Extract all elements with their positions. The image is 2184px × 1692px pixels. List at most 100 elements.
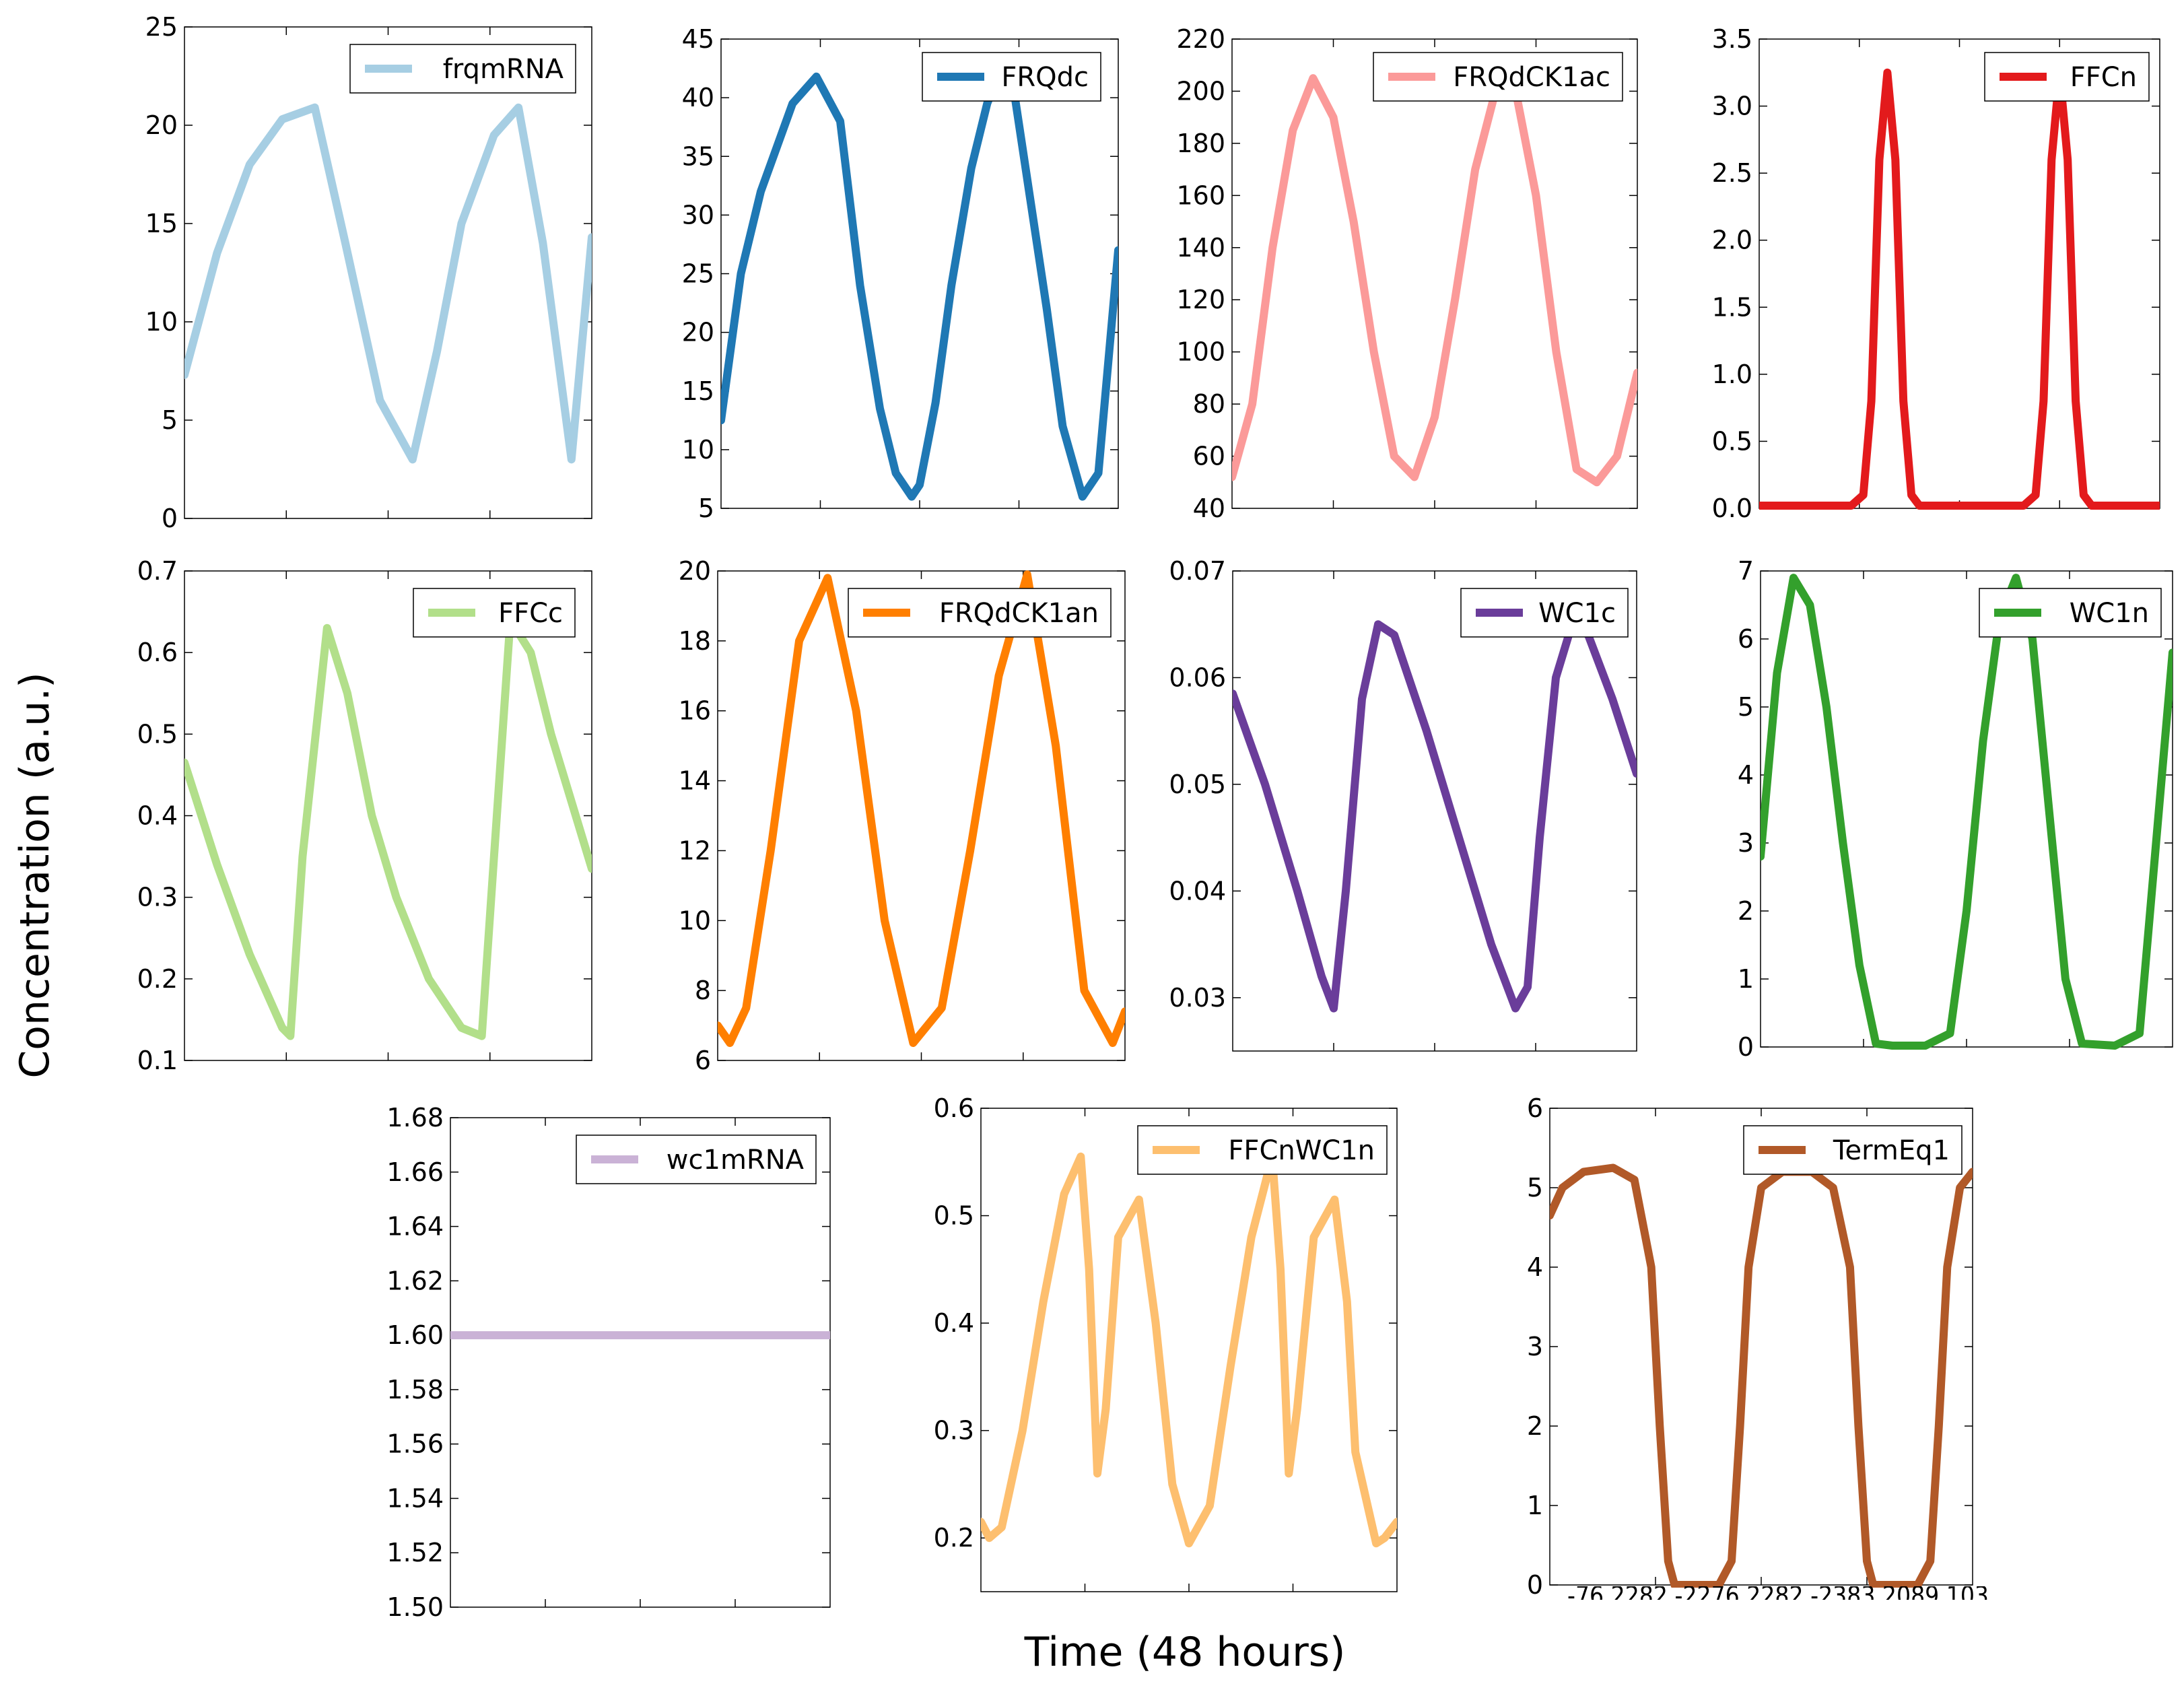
subplot-FRQdCK1an: 6 8 10 12 14 16 18 20 FRQdCK1an	[679, 556, 1126, 1075]
y-tick-label: 0	[1527, 1570, 1543, 1600]
y-tick-label: 16	[679, 696, 711, 726]
y-tick-label: 1.66	[386, 1157, 444, 1187]
y-tick-label: 0.4	[137, 801, 178, 831]
y-tick-label: 0.07	[1169, 556, 1226, 586]
subplot-FRQdc: 5 10 15 20 25 30 35 40 45 FRQdc	[682, 24, 1119, 523]
subplot-FFCn: 0.0 0.5 1.0 1.5 2.0 2.5 3.0 3.5 FFCn	[1712, 24, 2160, 523]
series-line-FFCnWC1n	[981, 1152, 1397, 1548]
y-tick-label: 14	[679, 766, 711, 796]
y-tick-label: 0.5	[1712, 426, 1752, 456]
legend-label: FRQdCK1ac	[1453, 62, 1610, 93]
x-axis-label: Time (48 hours)	[1024, 1629, 1346, 1676]
y-tick-label: 4	[1738, 760, 1754, 790]
y-tick-label: 1.60	[386, 1320, 444, 1350]
plot-frame	[720, 38, 1119, 509]
y-tick-label: 0.03	[1169, 983, 1226, 1013]
y-tick-label: 3	[1738, 828, 1754, 858]
series-line-FRQdc	[721, 70, 1118, 501]
bottom-x-tick-labels: -76 2282 -2276 2282 -2383 2089 103	[1567, 1581, 1989, 1611]
y-tick-label: 80	[1193, 389, 1225, 419]
y-tick-label: 120	[1176, 285, 1225, 314]
y-tick-label: 0.6	[934, 1093, 974, 1123]
y-tick-label: 1.50	[386, 1592, 444, 1622]
legend-label: FFCn	[2070, 62, 2137, 93]
y-tick-label: 1	[1527, 1491, 1543, 1520]
y-tick-label: 2	[1527, 1411, 1543, 1441]
y-tick-label: 35	[682, 141, 714, 171]
series-line-FRQdCK1ac	[1232, 74, 1637, 487]
y-tick-label: 8	[695, 976, 711, 1005]
y-tick-label: 15	[682, 376, 714, 406]
y-tick-label: 3.0	[1712, 92, 1752, 121]
y-tick-label: 200	[1176, 76, 1225, 106]
plot-frame	[1760, 570, 2173, 1048]
y-tick-label: 6	[695, 1046, 711, 1075]
y-tick-label: 1.54	[386, 1483, 444, 1513]
y-tick-label: 15	[145, 209, 178, 238]
y-tick-label: 1	[1738, 964, 1754, 994]
y-tick-label: 1.64	[386, 1212, 444, 1242]
series-line-WC1c	[1233, 620, 1637, 1013]
legend-label: FFCnWC1n	[1228, 1135, 1375, 1166]
y-tick-label: 20	[682, 318, 714, 347]
y-tick-label: 60	[1193, 442, 1225, 471]
y-axis-label: Concentration (a.u.)	[11, 672, 59, 1078]
y-tick-label: 5	[698, 494, 714, 523]
y-tick-label: 2	[1738, 896, 1754, 926]
y-tick-label: 1.58	[386, 1375, 444, 1405]
subplot-grid: 0510152025frqmRNA51015202530354045FRQdc4…	[137, 12, 2173, 1622]
y-tick-label: 0.05	[1169, 770, 1226, 799]
series-line-frqmRNA	[184, 103, 592, 464]
y-tick-label: 1.56	[386, 1429, 444, 1459]
y-tick-label: 20	[679, 556, 711, 586]
y-tick-label: 180	[1176, 129, 1225, 158]
subplot-FFCc: 0.1 0.2 0.3 0.4 0.5 0.6 0.7 FFCc	[137, 556, 592, 1075]
subplot-FFCnWC1n: 0.2 0.3 0.4 0.5 0.6 FFCnWC1n	[934, 1093, 1398, 1592]
legend-label: frqmRNA	[443, 54, 564, 85]
y-tick-label: 5	[1738, 692, 1754, 722]
y-tick-label: 0.1	[137, 1046, 178, 1075]
y-tick-label: 0.4	[934, 1308, 974, 1338]
y-tick-label: 1.5	[1712, 292, 1752, 322]
plot-frame	[980, 1108, 1398, 1592]
y-tick-label: 5	[1527, 1173, 1543, 1203]
series-line-WC1n	[1761, 574, 2173, 1050]
y-tick-label: 25	[145, 12, 178, 42]
y-tick-label: 0.0	[1712, 494, 1752, 523]
y-tick-label: 140	[1176, 233, 1225, 263]
series-line-FFCc	[184, 615, 592, 1040]
plot-frame	[184, 570, 592, 1061]
subplot-FRQdCK1ac: 40 60 80 100 120 140 160 180 200 220 FRQdCK1ac	[1176, 24, 1638, 523]
y-tick-label: 18	[679, 626, 711, 656]
legend-label: WC1c	[1538, 598, 1616, 629]
y-tick-label: 40	[682, 83, 714, 112]
y-tick-label: 220	[1176, 24, 1225, 54]
plot-frame	[1549, 1108, 1973, 1586]
y-tick-label: 20	[145, 110, 178, 140]
y-tick-label: 6	[1527, 1093, 1543, 1123]
y-tick-label: 10	[679, 906, 711, 935]
y-tick-label: 0.2	[137, 964, 178, 994]
y-tick-label: 1.0	[1712, 360, 1752, 389]
y-tick-label: 4	[1527, 1252, 1543, 1282]
y-tick-label: 1.62	[386, 1266, 444, 1295]
subplot-wc1mRNA: 1.50 1.52 1.54 1.56 1.58 1.60 1.62 1.64 1.66 1.68…	[386, 1103, 831, 1622]
subplot-frqmRNA: 0 5 10 15 20 25 frqmRNA	[145, 12, 592, 533]
y-tick-label: 0.04	[1169, 876, 1226, 906]
y-tick-label: 2.5	[1712, 158, 1752, 188]
plot-frame	[450, 1117, 831, 1608]
subplot-WC1c: 0.03 0.04 0.05 0.06 0.07 WC1c	[1169, 556, 1637, 1052]
legend-label: FFCc	[498, 598, 563, 629]
y-tick-label: 0	[1738, 1032, 1754, 1062]
y-tick-label: 0.3	[934, 1416, 974, 1446]
y-tick-label: 10	[145, 307, 178, 337]
y-tick-label: 0	[162, 504, 178, 533]
legend-label: wc1mRNA	[667, 1145, 805, 1176]
series-line-TermEq1	[1550, 1163, 1973, 1588]
y-tick-label: 3.5	[1712, 24, 1752, 54]
series-line-FRQdCK1an	[718, 570, 1125, 1047]
y-tick-label: 0.3	[137, 883, 178, 912]
subplot-WC1n: 0 1 2 3 4 5 6 7 WC1n	[1738, 556, 2173, 1062]
legend-label: WC1n	[2070, 598, 2149, 629]
